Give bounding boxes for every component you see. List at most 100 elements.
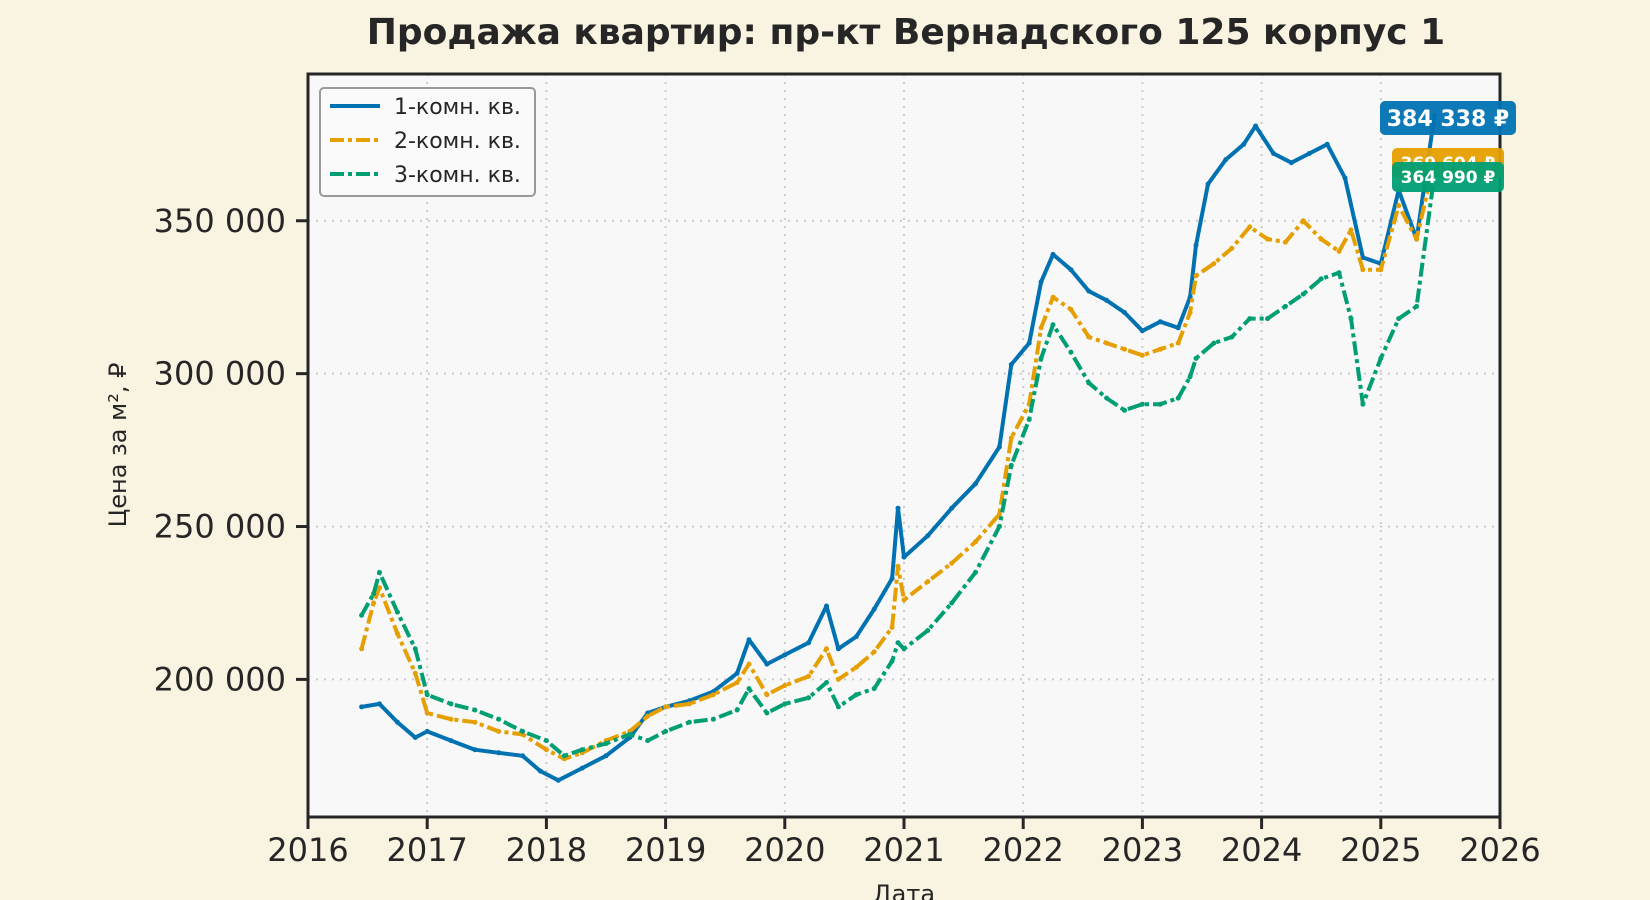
series-point-2 [1378,267,1384,273]
series-point-1 [555,777,561,783]
series-point-1 [448,738,454,744]
x-tick-label: 2016 [267,831,348,869]
series-point-2 [1038,325,1044,331]
series-point-1 [1271,151,1276,156]
legend: 1-комн. кв. 2-комн. кв. 3-комн. кв. [319,87,536,197]
series-point-2 [1086,334,1092,340]
series-point-2 [1414,236,1420,242]
series-point-2 [359,646,365,652]
series-point-1 [835,646,841,652]
series-point-3 [782,701,788,707]
last-value-badge [1392,162,1504,192]
series-point-3 [1038,355,1044,361]
axis-ticks: 2016 2017 2018 2019 2020 2021 2022 2023 2024 2025… [154,202,1541,869]
series-point-2 [1282,239,1288,245]
series-point-2 [895,563,901,569]
series-point-2 [1050,294,1056,300]
series-point-3 [889,658,895,664]
series-point-2 [710,692,716,698]
series-point-2 [925,579,931,585]
series-point-2 [377,585,382,591]
series-point-1 [764,661,770,667]
series-point-1 [472,747,478,753]
plot-area [308,74,1500,817]
series-point-1 [806,640,812,646]
series-point-3 [412,646,418,652]
series-point-2 [835,676,841,682]
x-tick-label: 2025 [1340,831,1421,869]
series-point-1 [1193,242,1199,248]
x-tick-label: 2026 [1459,831,1540,869]
series-point-2 [394,631,400,636]
series-point-1 [1241,141,1247,147]
series-point-1 [1026,340,1032,346]
last-value-badges: 369 604 ₽384 338 ₽364 990 ₽ [1380,101,1516,192]
series-point-3 [1157,401,1163,407]
x-tick-label: 2019 [625,831,706,869]
series-point-3 [1336,270,1342,276]
series-point-2 [973,539,978,545]
series-point-3 [520,728,526,734]
series-point-3 [377,569,382,575]
series-point-1 [424,728,430,734]
series-point-3 [949,600,955,606]
series-point-1 [412,735,418,740]
series-point-2 [1008,435,1014,441]
series-point-3 [764,710,770,716]
series-point-3 [1282,303,1288,309]
series-point-3 [1229,334,1235,340]
series-point-3 [1122,407,1127,413]
series-point-2 [1336,248,1342,254]
series-point-3 [925,628,931,633]
series-point-1 [782,652,788,658]
series-point-2 [996,511,1002,517]
series-point-2 [853,664,859,670]
series-point-2 [371,600,377,606]
series-line-2 [359,160,1437,761]
series-point-2 [734,680,740,685]
series-point-1 [1324,141,1330,147]
series-point-3 [496,716,502,722]
series-point-1 [394,719,400,725]
series-point-2 [1318,236,1324,242]
series-point-2 [871,649,877,655]
x-tick-label: 2024 [1221,831,1302,869]
series-point-3 [543,738,549,744]
series-point-3 [806,695,812,701]
series-point-1 [1253,123,1259,129]
x-tick-label: 2021 [863,831,944,869]
series-point-1 [496,750,502,756]
series-point-1 [824,603,829,609]
series-point-2 [1175,340,1181,346]
y-tick-label: 350 000 [154,202,286,240]
series-point-2 [496,728,502,734]
series-point-3 [1008,462,1014,468]
series-point-1 [1068,267,1074,273]
series-point-3 [686,719,692,725]
series-point-2 [663,704,669,710]
legend-box [319,87,536,197]
series-point-3 [1086,380,1092,386]
x-tick-label: 2023 [1102,831,1183,869]
series-point-3 [1211,340,1217,346]
series-point-1 [537,768,543,774]
series-point-2 [1187,310,1193,315]
series-point-3 [1139,401,1145,407]
series-point-3 [734,707,740,713]
series-point-2 [543,747,549,753]
series-point-2 [1265,236,1271,242]
series-point-3 [1247,316,1253,322]
series-point-2 [1360,267,1366,273]
series-point-1 [1038,279,1044,285]
series-point-3 [627,731,633,737]
series-point-3 [824,680,829,685]
series-point-3 [663,728,669,734]
series-point-3 [1026,417,1032,422]
legend-label: 3-комн. кв. [394,163,521,188]
series-point-2 [1229,245,1235,251]
y-tick-label: 250 000 [154,508,286,546]
series-point-3 [1187,374,1193,380]
series-point-3 [561,753,567,759]
series-point-3 [835,704,841,710]
series-point-3 [1193,355,1199,361]
